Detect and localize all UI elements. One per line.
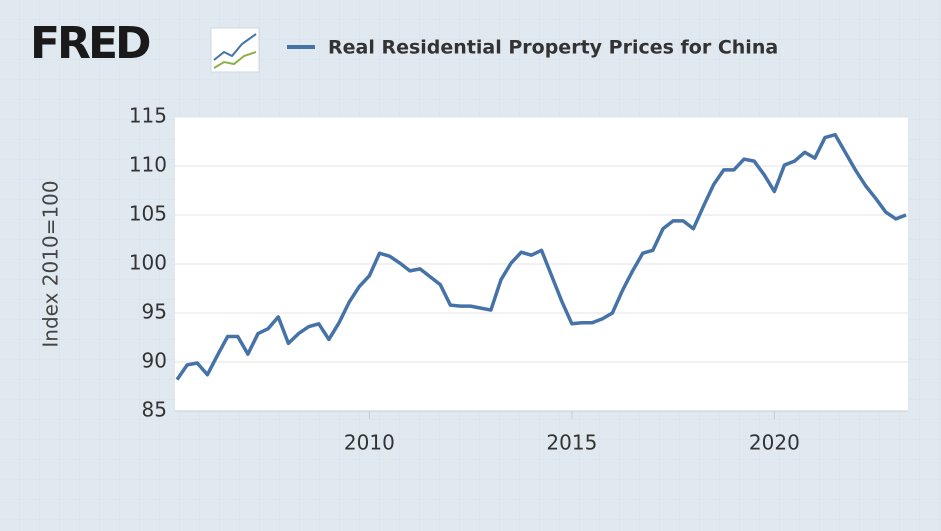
legend-label: Real Residential Property Prices for Chi… [328, 37, 778, 59]
y-tick-label: 105 [129, 202, 167, 226]
logo: FRED [30, 18, 150, 69]
y-tick-label: 90 [142, 349, 167, 373]
logo-icon [210, 27, 260, 73]
y-tick-label: 110 [129, 153, 167, 177]
y-tick-label: 95 [142, 300, 167, 324]
y-tick-label: 100 [129, 251, 167, 275]
y-axis-label: Index 2010=100 [39, 180, 63, 347]
x-tick-label: 2015 [546, 431, 597, 455]
x-tick-label: 2020 [749, 431, 800, 455]
y-tick-label: 85 [142, 398, 167, 422]
y-tick-label: 115 [129, 104, 167, 128]
x-tick-label: 2010 [344, 431, 395, 455]
data-line [175, 132, 907, 381]
